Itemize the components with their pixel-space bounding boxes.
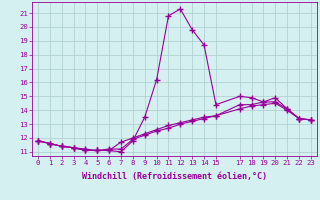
X-axis label: Windchill (Refroidissement éolien,°C): Windchill (Refroidissement éolien,°C) — [82, 172, 267, 181]
